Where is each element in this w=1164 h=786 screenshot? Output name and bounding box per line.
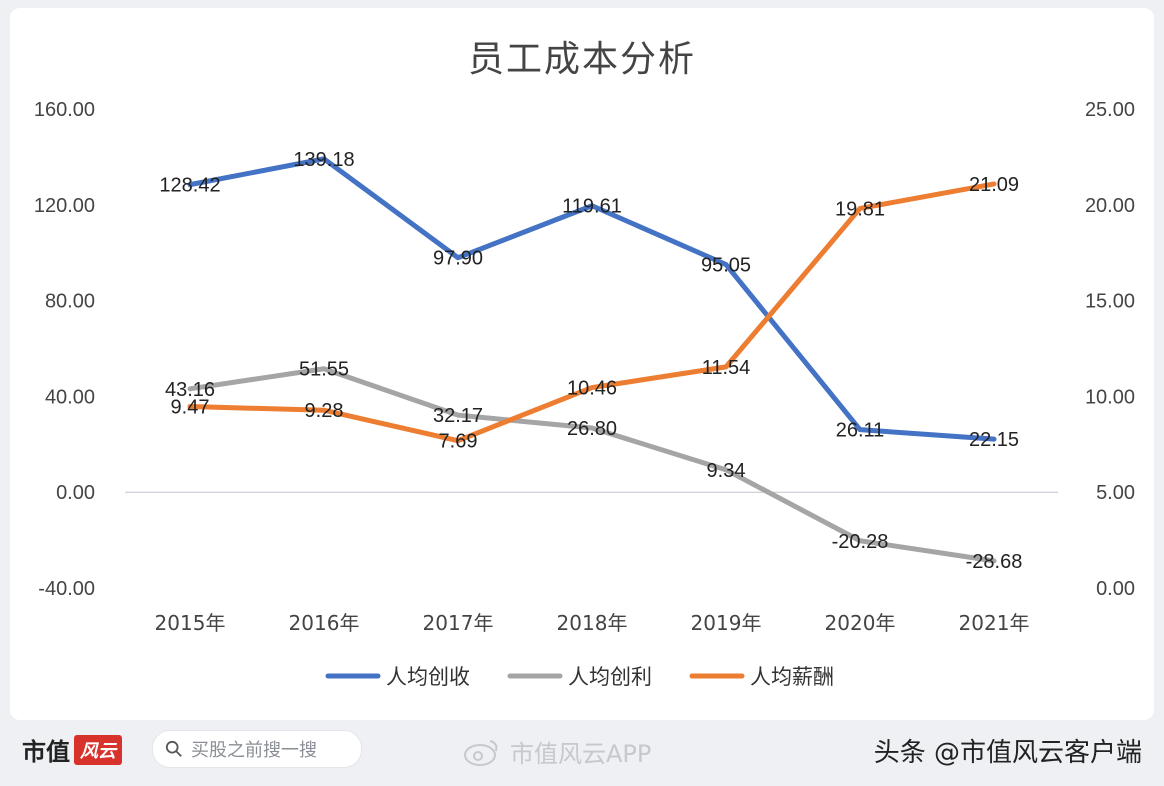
data-label: 32.17	[433, 405, 483, 427]
x-axis-tick-label: 2021年	[959, 611, 1030, 635]
data-label: 119.61	[562, 196, 622, 218]
left-axis-tick-label: 160.00	[34, 99, 95, 121]
left-axis-tick-label: -40.00	[38, 578, 95, 600]
data-label: 7.69	[439, 431, 478, 453]
footer-bar: 市值 风云 买股之前搜一搜 市值风云APP 头条 @市值风云客户端	[0, 722, 1164, 782]
x-axis-tick-label: 2019年	[691, 611, 762, 635]
right-axis-tick-label: 0.00	[1096, 578, 1135, 600]
watermark-app-text: 市值风云APP	[510, 740, 652, 768]
data-label: 11.54	[702, 357, 751, 379]
data-label: 22.15	[969, 429, 1019, 451]
data-label: 26.80	[567, 418, 617, 440]
legend-label: 人均创利	[568, 665, 652, 689]
left-axis-tick-label: 80.00	[45, 291, 95, 313]
x-axis-tick-label: 2020年	[825, 611, 896, 635]
right-axis-tick-label: 25.00	[1085, 99, 1135, 121]
legend-label: 人均薪酬	[750, 665, 834, 689]
x-axis-tick-label: 2018年	[557, 611, 628, 635]
data-label: 10.46	[567, 378, 617, 400]
data-label: 128.42	[159, 175, 220, 197]
left-axis-tick-label: 0.00	[56, 482, 95, 504]
left-axis-tick-label: 40.00	[45, 386, 95, 408]
legend-label: 人均创收	[386, 665, 470, 689]
data-label: 19.81	[835, 198, 885, 220]
weibo-icon	[464, 739, 498, 766]
right-axis-tick-label: 15.00	[1085, 291, 1135, 313]
line-chart: 160.00 120.00 80.00 40.00 0.00 -40.00 25.00 20.…	[34, 99, 1135, 689]
brand-name: 市值	[22, 737, 70, 766]
x-axis-tick-label: 2015年	[155, 611, 226, 635]
search-placeholder: 买股之前搜一搜	[191, 740, 317, 761]
data-label: 95.05	[701, 255, 751, 277]
data-label: 21.09	[969, 174, 1019, 196]
brand-logo: 市值 风云	[22, 732, 122, 767]
chart-card	[10, 8, 1154, 720]
search-bar[interactable]: 买股之前搜一搜	[152, 730, 362, 768]
data-label: 51.55	[299, 359, 349, 381]
brand-logo-mark: 风云	[74, 734, 122, 765]
data-label: 97.90	[433, 248, 483, 270]
data-label: 43.16	[165, 379, 215, 401]
data-label: 139.18	[293, 149, 354, 171]
search-icon	[165, 740, 182, 757]
source-label: 头条 @市值风云客户端	[873, 738, 1142, 768]
x-axis-tick-label: 2016年	[289, 611, 360, 635]
data-label: 26.11	[836, 420, 885, 442]
series-line-人均薪酬	[187, 181, 997, 444]
data-label: 9.47	[171, 397, 210, 419]
right-axis-tick-label: 10.00	[1085, 386, 1135, 408]
right-axis-tick-label: 5.00	[1096, 482, 1135, 504]
data-label: 9.34	[707, 460, 746, 482]
data-label: 9.28	[305, 400, 344, 422]
x-axis-tick-label: 2017年	[423, 611, 494, 635]
series-line-人均创利	[187, 366, 997, 564]
series-line-人均创收	[187, 156, 997, 442]
watermark-app: 市值风云APP	[462, 734, 651, 769]
data-label: -20.28	[832, 531, 889, 553]
chart-title: 员工成本分析	[467, 39, 696, 80]
data-label: -28.68	[966, 551, 1023, 573]
left-axis-tick-label: 120.00	[34, 195, 95, 217]
right-axis-tick-label: 20.00	[1085, 195, 1135, 217]
